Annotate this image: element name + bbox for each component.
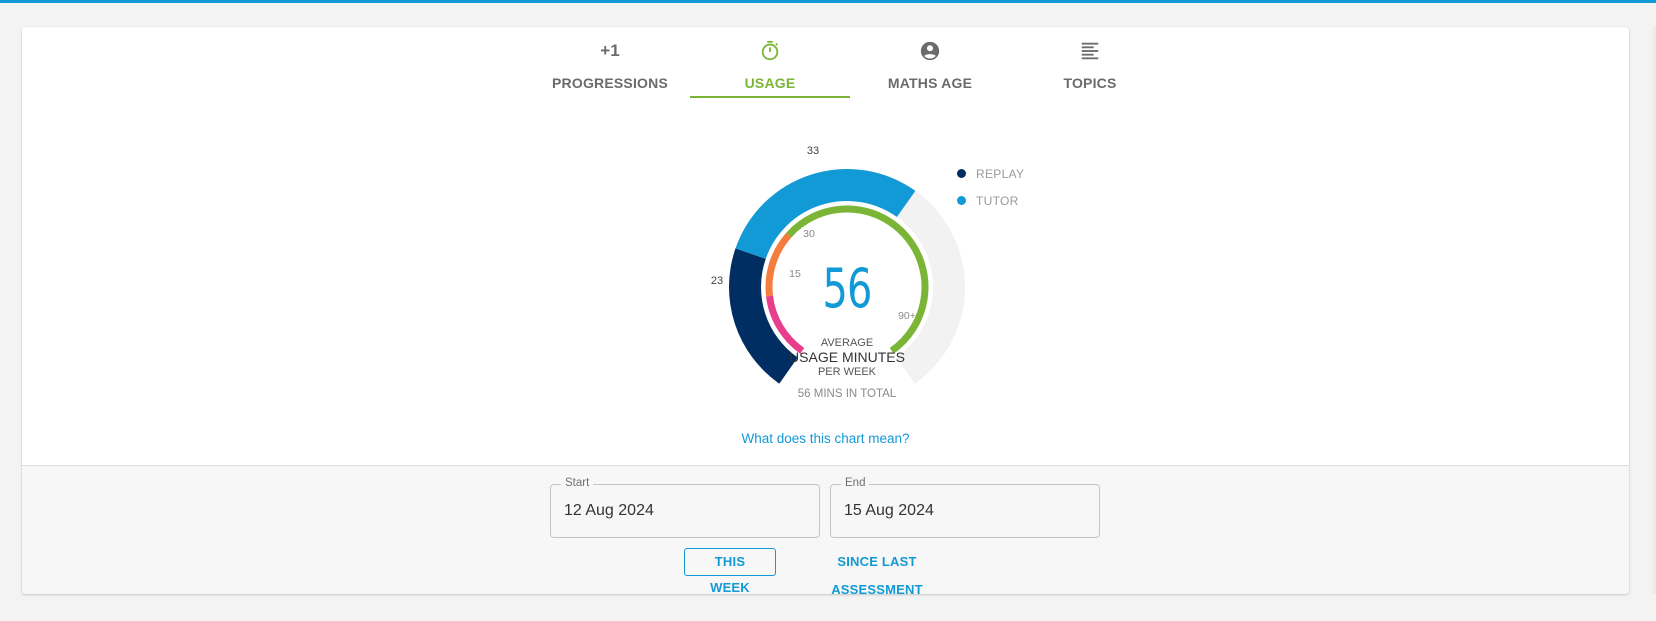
legend-dot bbox=[957, 169, 966, 178]
usage-gauge-svg: 23 33 15 30 90+ 56 AVERAGE USAGE MINUTES… bbox=[711, 145, 965, 400]
scale-label-30: 30 bbox=[803, 228, 815, 240]
legend-label: TUTOR bbox=[976, 193, 1019, 208]
date-range-panel: Start 12 Aug 2024 End 15 Aug 2024 THIS W… bbox=[22, 465, 1629, 594]
usage-gauge: 23 33 15 30 90+ 56 AVERAGE USAGE MINUTES… bbox=[672, 117, 1002, 437]
gauge-caption-top: AVERAGE bbox=[821, 337, 873, 349]
gauge-tutor-segment bbox=[735, 169, 916, 259]
start-date-value: 12 Aug 2024 bbox=[564, 502, 654, 519]
gauge-legend: REPLAY TUTOR bbox=[957, 160, 1024, 214]
gauge-replay-segment bbox=[729, 248, 798, 384]
this-week-button[interactable]: THIS WEEK bbox=[684, 548, 776, 594]
scale-band-mid bbox=[765, 232, 792, 297]
end-date-value: 15 Aug 2024 bbox=[844, 502, 934, 519]
text-lines-icon bbox=[1010, 39, 1170, 63]
start-date-field[interactable]: Start 12 Aug 2024 bbox=[550, 477, 820, 538]
tab-topics[interactable]: TOPICS bbox=[1010, 33, 1170, 97]
stopwatch-icon bbox=[690, 39, 850, 63]
legend-item-tutor: TUTOR bbox=[957, 187, 1024, 214]
tab-label: TOPICS bbox=[1063, 75, 1117, 91]
tab-maths-age[interactable]: MATHS AGE bbox=[850, 33, 1010, 97]
legend-label: REPLAY bbox=[976, 166, 1025, 181]
gauge-center-value: 56 bbox=[822, 257, 871, 320]
scale-band-low bbox=[766, 295, 805, 354]
chart-help-link[interactable]: What does this chart mean? bbox=[741, 431, 910, 446]
end-date-field[interactable]: End 15 Aug 2024 bbox=[830, 477, 1100, 538]
tab-usage[interactable]: USAGE bbox=[690, 33, 850, 98]
start-date-label: Start bbox=[561, 477, 594, 489]
tab-label: MATHS AGE bbox=[887, 75, 973, 91]
gauge-caption-main: USAGE MINUTES bbox=[789, 349, 905, 365]
replay-value-label: 23 bbox=[711, 275, 723, 287]
tab-label: PROGRESSIONS bbox=[552, 75, 668, 91]
legend-item-replay: REPLAY bbox=[957, 160, 1024, 187]
scale-band-high bbox=[786, 205, 929, 354]
active-tab-indicator bbox=[690, 96, 850, 98]
plus-one-icon: +1 bbox=[600, 41, 620, 60]
gauge-caption-sub: PER WEEK bbox=[818, 366, 877, 378]
tutor-value-label: 33 bbox=[807, 145, 819, 157]
tab-label: USAGE bbox=[744, 75, 796, 91]
scrollbar[interactable] bbox=[1653, 27, 1656, 594]
scale-label-90-plus: 90+ bbox=[898, 310, 916, 322]
end-date-label: End bbox=[841, 477, 870, 489]
tab-progressions[interactable]: +1 PROGRESSIONS bbox=[530, 33, 690, 97]
report-card: +1 PROGRESSIONS USAGE MATHS AGE bbox=[22, 27, 1629, 594]
legend-dot bbox=[957, 196, 966, 205]
top-accent-bar bbox=[0, 0, 1656, 3]
account-circle-icon bbox=[850, 39, 1010, 63]
gauge-total-text: 56 MINS IN TOTAL bbox=[798, 388, 897, 400]
scale-label-15: 15 bbox=[789, 268, 801, 280]
since-last-assessment-button[interactable]: SINCE LAST ASSESSMENT bbox=[831, 554, 923, 594]
